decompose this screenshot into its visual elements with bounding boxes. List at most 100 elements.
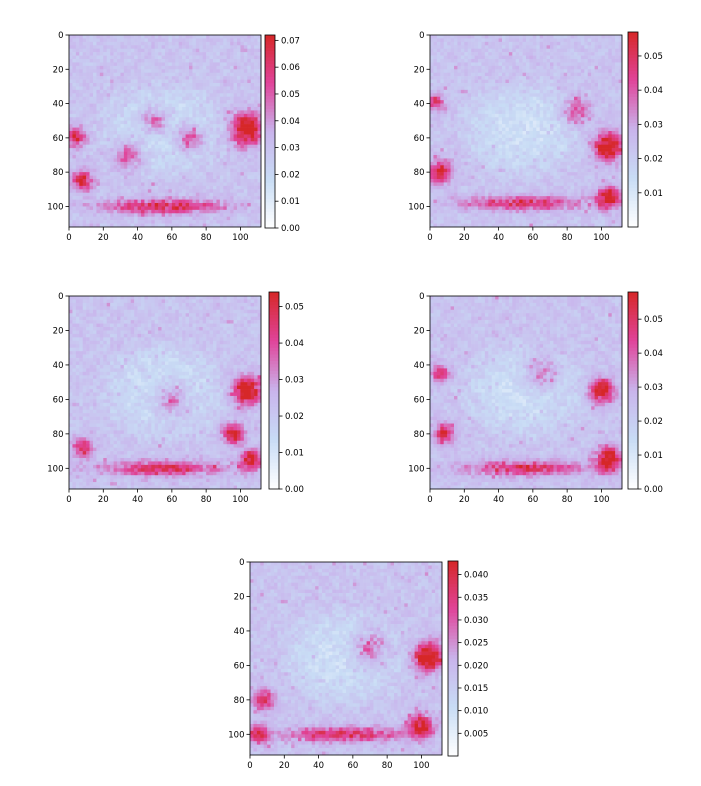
heatmap-cell [447, 96, 451, 101]
heatmap-cell [237, 220, 241, 224]
heatmap-cell [219, 189, 224, 194]
heatmap-cell [113, 220, 118, 224]
heatmap-cell [440, 86, 445, 91]
heatmap-cell [219, 220, 224, 224]
heatmap-cell [447, 79, 451, 84]
heatmap-cell [577, 93, 582, 98]
heatmap-cell [110, 96, 114, 101]
heatmap-cell [147, 76, 152, 80]
heatmap-cell [488, 124, 493, 128]
heatmap-cell [454, 72, 458, 77]
heatmap-cell [529, 48, 534, 53]
heatmap-cell [182, 168, 186, 173]
heatmap-cell [165, 52, 169, 56]
heatmap-cell [481, 124, 486, 128]
heatmap-cell [185, 79, 190, 84]
heatmap-cell [158, 172, 162, 176]
heatmap-cell [484, 107, 489, 111]
heatmap-cell [99, 79, 104, 84]
heatmap-cell [96, 168, 101, 173]
heatmap-cell [178, 203, 183, 207]
heatmap-cell [134, 55, 138, 60]
heatmap-cell [491, 38, 496, 43]
heatmap-cell [433, 45, 438, 50]
heatmap-cell [216, 96, 221, 101]
heatmap-cell [233, 41, 238, 46]
heatmap-cell [120, 69, 125, 74]
heatmap-cell [464, 110, 469, 115]
heatmap-cell [137, 134, 142, 139]
heatmap-cell [206, 192, 210, 197]
heatmap-cell [165, 161, 169, 166]
heatmap-cell [219, 168, 224, 173]
heatmap-cell [86, 124, 90, 128]
heatmap-cell [209, 65, 214, 70]
heatmap-cell [134, 38, 138, 43]
heatmap-cell [250, 107, 255, 111]
heatmap-cell [113, 117, 118, 122]
heatmap-cell [96, 41, 101, 46]
heatmap-cell [147, 220, 152, 224]
heatmap-cell [110, 151, 114, 156]
heatmap-cell [618, 131, 623, 135]
heatmap-cell [488, 117, 493, 122]
heatmap-cell [226, 100, 231, 104]
heatmap-cell [498, 72, 503, 77]
heatmap-cell [254, 117, 258, 122]
heatmap-cell [93, 168, 97, 173]
heatmap-cell [110, 179, 114, 183]
heatmap-cell [608, 107, 613, 111]
heatmap-cell [130, 93, 135, 98]
heatmap-cell [580, 69, 585, 74]
heatmap-cell [254, 38, 258, 43]
heatmap-cell [158, 120, 162, 125]
heatmap-cell [192, 107, 197, 111]
heatmap-cell [161, 172, 166, 176]
heatmap-cell [144, 158, 149, 163]
heatmap-cell [471, 83, 475, 87]
heatmap-cell [110, 158, 114, 163]
heatmap-cell [75, 41, 80, 46]
heatmap-cell [567, 134, 571, 139]
heatmap-cell [440, 96, 445, 101]
heatmap-cell [233, 131, 238, 135]
heatmap-cell [137, 144, 142, 149]
heatmap-cell [539, 113, 544, 118]
heatmap-cell [127, 189, 132, 194]
heatmap-cell [192, 216, 197, 221]
heatmap-cell [123, 196, 128, 200]
heatmap-cell [237, 172, 241, 176]
heatmap-cell [594, 134, 599, 139]
heatmap-cell [450, 69, 455, 74]
heatmap-cell [240, 175, 245, 180]
heatmap-cell [430, 72, 434, 77]
heatmap-cell [577, 41, 582, 46]
heatmap-cell [219, 175, 224, 180]
heatmap-cell [113, 48, 118, 53]
heatmap-cell [443, 100, 448, 104]
heatmap-cell [117, 120, 121, 125]
heatmap-cell [99, 83, 104, 87]
heatmap-cell [219, 134, 224, 139]
heatmap-cell [144, 117, 149, 122]
heatmap-cell [209, 144, 214, 149]
heatmap-cell [233, 62, 238, 67]
heatmap-cell [570, 131, 575, 135]
heatmap-cell [134, 131, 138, 135]
heatmap-cell [127, 96, 132, 101]
heatmap-cell [123, 86, 128, 91]
heatmap-cell [574, 62, 578, 67]
heatmap-cell [127, 151, 132, 156]
heatmap-cell [502, 38, 506, 43]
heatmap-cell [134, 45, 138, 50]
heatmap-cell [250, 45, 255, 50]
heatmap-cell [594, 89, 599, 94]
heatmap-cell [522, 79, 527, 84]
heatmap-cell [243, 165, 248, 170]
heatmap-cell [137, 209, 142, 214]
heatmap-cell [103, 35, 108, 39]
heatmap-cell [443, 76, 448, 80]
heatmap-cell [481, 89, 486, 94]
heatmap-cell [233, 182, 238, 187]
heatmap-cell [99, 35, 104, 39]
